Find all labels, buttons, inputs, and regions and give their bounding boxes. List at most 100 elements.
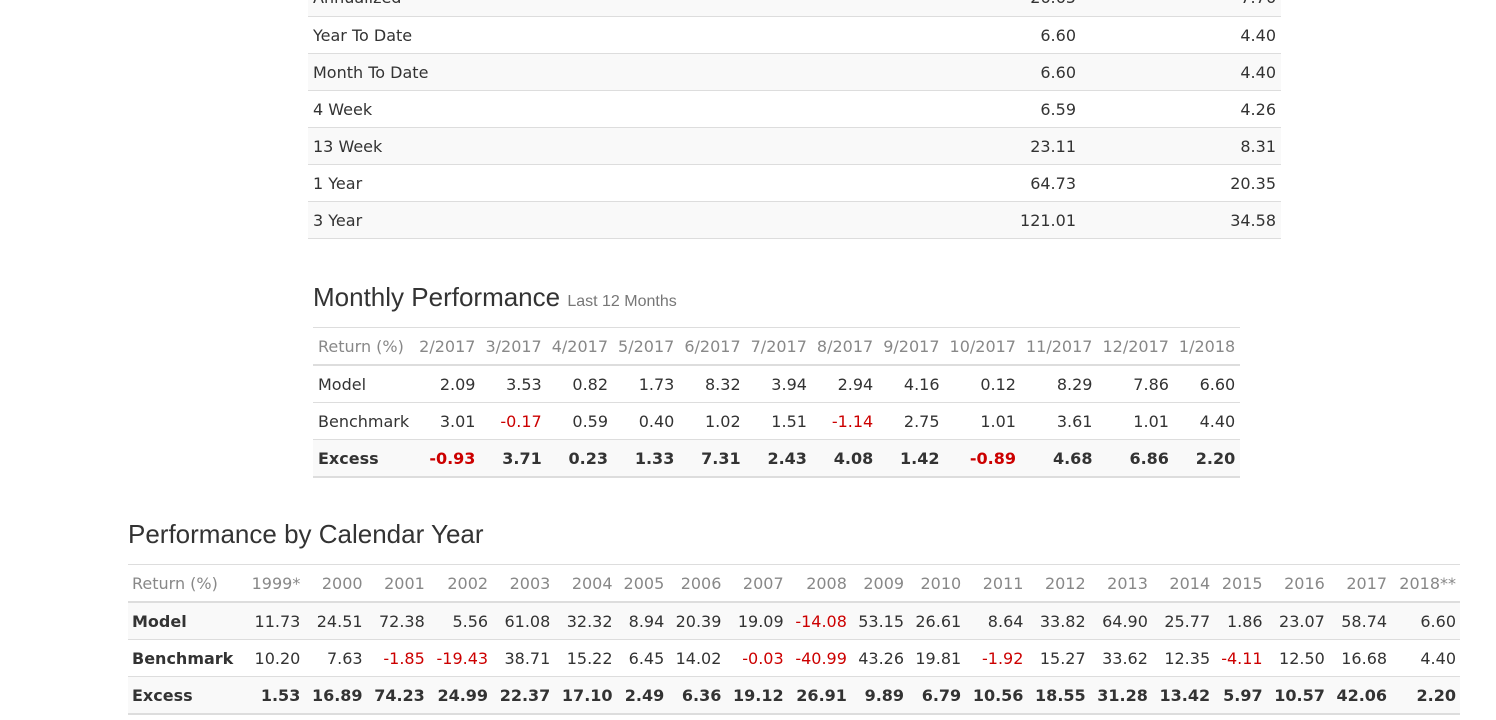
returns-row: Year To Date 6.60 4.40 [308,16,1281,54]
monthly-header-row: Return (%) 2/2017 3/2017 4/2017 5/2017 6/201… [313,327,1241,366]
calendar-value-cell: 6.79 [908,676,966,715]
monthly-row-label: Model [313,365,415,403]
monthly-value-cell: 2.75 [878,402,945,440]
monthly-column-header: 10/2017 [944,327,1021,366]
monthly-value-cell: 7.86 [1097,365,1174,403]
monthly-value-cell: 3.61 [1020,402,1098,440]
calendar-value-cell: 17.10 [554,676,617,715]
calendar-value-cell: 13.42 [1151,676,1215,715]
returns-model-value: 6.59 [871,90,1081,128]
monthly-value-cell: 2.20 [1173,439,1241,478]
calendar-value-cell: 5.97 [1214,676,1267,715]
returns-row-label: Annualized [308,0,871,17]
calendar-column-header: 2011 [965,564,1028,603]
returns-model-value: 6.60 [871,16,1081,54]
returns-model-value: 6.60 [871,53,1081,91]
calendar-header-label: Return (%) [128,564,245,603]
calendar-value-cell: 24.99 [428,676,493,715]
returns-model-value: 121.01 [871,201,1081,239]
monthly-value-cell: 3.53 [480,365,547,403]
calendar-value-cell: 26.61 [908,602,966,640]
calendar-column-header: 2008 [787,564,851,603]
monthly-value-cell: 1.42 [878,439,945,478]
calendar-column-header: 2015 [1214,564,1267,603]
calendar-value-cell: 14.02 [668,639,726,677]
monthly-value-cell: 1.33 [613,439,680,478]
monthly-column-header: 3/2017 [480,327,547,366]
returns-benchmark-value: 20.35 [1081,164,1281,202]
calendar-column-header: 2001 [366,564,429,603]
monthly-value-cell: 4.08 [811,439,879,478]
returns-benchmark-value: 4.40 [1081,53,1281,91]
monthly-performance-body: Model 2.09 3.53 0.82 1.73 8.32 3.94 2.94 4.16 0.1… [313,365,1241,478]
monthly-value-cell: 0.12 [944,365,1021,403]
monthly-value-cell: 2.94 [811,365,879,403]
calendar-column-header: 2012 [1027,564,1090,603]
returns-model-value: 26.65 [871,0,1081,17]
calendar-value-cell: -4.11 [1214,639,1267,677]
monthly-row-model: Model 2.09 3.53 0.82 1.73 8.32 3.94 2.94 4.16 0.1… [313,365,1241,403]
monthly-value-cell: -0.93 [414,439,481,478]
calendar-value-cell: 6.60 [1391,602,1460,640]
monthly-value-cell: 3.94 [745,365,812,403]
returns-row-label: Year To Date [308,16,871,54]
monthly-value-cell: 1.01 [1097,402,1174,440]
monthly-row-benchmark: Benchmark 3.01 -0.17 0.59 0.40 1.02 1.51 -1.14 2… [313,402,1241,440]
calendar-value-cell: 5.56 [428,602,493,640]
calendar-value-cell: 7.63 [304,639,367,677]
monthly-value-cell: 2.43 [745,439,812,478]
returns-row-label: 1 Year [308,164,871,202]
monthly-value-cell: 4.68 [1020,439,1098,478]
calendar-value-cell: 42.06 [1328,676,1392,715]
monthly-value-cell: 0.40 [613,402,680,440]
returns-model-value: 64.73 [871,164,1081,202]
monthly-column-header: 11/2017 [1020,327,1098,366]
calendar-value-cell: 74.23 [366,676,429,715]
calendar-value-cell: 10.20 [244,639,305,677]
calendar-value-cell: 4.40 [1391,639,1460,677]
calendar-value-cell: 15.22 [554,639,617,677]
calendar-value-cell: -14.08 [787,602,851,640]
monthly-column-header: 9/2017 [878,327,945,366]
calendar-value-cell: 8.94 [616,602,669,640]
calendar-value-cell: -1.92 [965,639,1028,677]
returns-row-label: 4 Week [308,90,871,128]
calendar-value-cell: 10.57 [1266,676,1329,715]
calendar-column-header: 2002 [428,564,493,603]
calendar-row-label: Model [128,602,245,640]
monthly-value-cell: -0.17 [480,402,547,440]
calendar-performance-table: Return (%) 1999* 2000 2001 2002 2003 2004 2005… [128,564,1460,715]
calendar-value-cell: 32.32 [554,602,617,640]
monthly-performance-title: Monthly Performance [313,282,561,312]
monthly-row-label: Excess [313,439,415,478]
calendar-value-cell: 64.90 [1089,602,1152,640]
returns-benchmark-value: 8.31 [1081,127,1281,165]
calendar-value-cell: 11.73 [244,602,305,640]
monthly-performance-heading: Monthly Performance Last 12 Months [313,282,677,313]
returns-benchmark-value: 4.40 [1081,16,1281,54]
calendar-value-cell: 10.56 [965,676,1028,715]
calendar-value-cell: 8.64 [965,602,1028,640]
calendar-value-cell: 19.81 [908,639,966,677]
returns-row: Month To Date 6.60 4.40 [308,53,1281,91]
calendar-row-label: Benchmark [128,639,245,677]
calendar-row-excess: Excess 1.53 16.89 74.23 24.99 22.37 17.10 2.49 6… [128,676,1460,715]
returns-benchmark-value: 34.58 [1081,201,1281,239]
returns-row: Annualized26.657.76 [308,0,1281,17]
calendar-value-cell: -19.43 [428,639,493,677]
calendar-value-cell: 18.55 [1027,676,1090,715]
monthly-header-label: Return (%) [313,327,415,366]
calendar-column-header: 2017 [1328,564,1392,603]
calendar-value-cell: -1.85 [366,639,429,677]
monthly-value-cell: 6.60 [1173,365,1241,403]
monthly-column-header: 6/2017 [679,327,746,366]
monthly-value-cell: 0.82 [546,365,614,403]
monthly-value-cell: 2.09 [414,365,481,403]
monthly-value-cell: 4.40 [1173,402,1241,440]
returns-row: 3 Year 121.01 34.58 [308,201,1281,239]
calendar-value-cell: 31.28 [1089,676,1152,715]
returns-row-label: 3 Year [308,201,871,239]
monthly-column-header: 12/2017 [1097,327,1174,366]
monthly-value-cell: 4.16 [878,365,945,403]
calendar-value-cell: 6.36 [668,676,726,715]
